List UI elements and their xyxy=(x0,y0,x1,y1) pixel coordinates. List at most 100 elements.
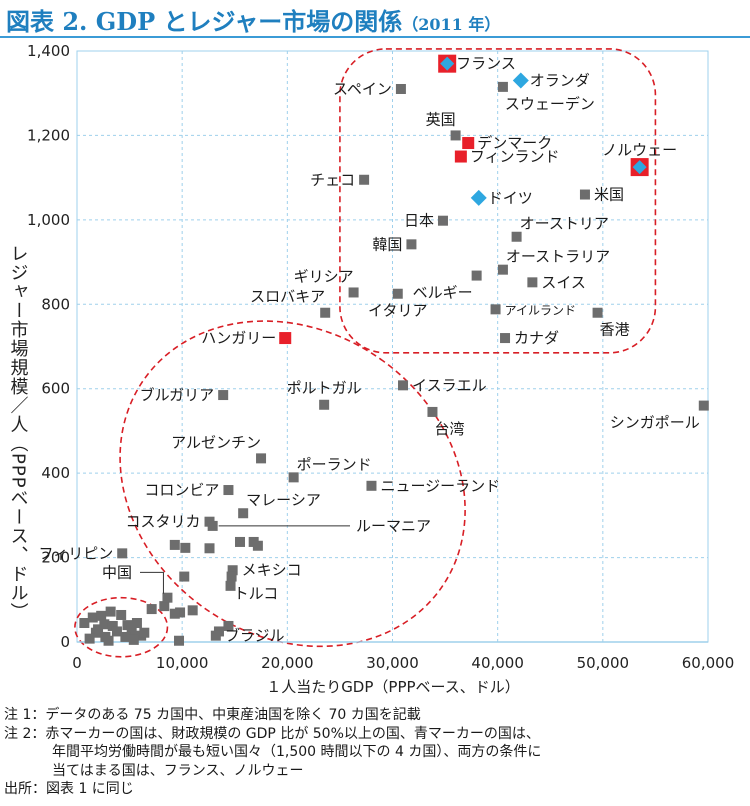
data-point xyxy=(146,604,157,615)
data-point xyxy=(122,620,133,631)
data-point-p30c730f330de30fc30af xyxy=(462,137,475,150)
x-tick-label: 0 xyxy=(72,654,82,672)
title-rule xyxy=(0,36,750,38)
data-point xyxy=(128,634,139,645)
point-label: メキシコ xyxy=(242,561,302,579)
data-point xyxy=(139,627,150,638)
data-point-p65e5672c xyxy=(437,215,448,226)
data-point-p30de30ec30fc30b730a2 xyxy=(238,508,249,519)
data-point xyxy=(169,608,180,619)
data-point-p30e130ad30b730b3 xyxy=(227,565,238,576)
y-tick-label: 0 xyxy=(60,633,70,651)
leader-line xyxy=(140,571,164,594)
point-label: 韓国 xyxy=(372,235,402,253)
point-label: ベルギー xyxy=(413,284,473,302)
data-point-p7c7356fd xyxy=(579,189,590,200)
data-point xyxy=(84,633,95,644)
data-point-p30b330ed30f330d330a2 xyxy=(223,485,234,496)
data-point xyxy=(79,618,90,629)
data-point-p30a230a430eb30e930f330c9 xyxy=(490,304,501,315)
note-line: 当てはまる国は、フランス、ノルウェー xyxy=(52,762,304,779)
point-label: ギリシア xyxy=(294,267,354,285)
data-point-p97d356fd xyxy=(406,239,417,250)
data-point-p30d530a330f330e930f330c9 xyxy=(454,150,467,163)
point-label: ニュージーランド xyxy=(380,477,500,495)
data-point xyxy=(225,580,236,591)
data-point xyxy=(96,610,107,621)
data-point-p99996e2f xyxy=(592,307,603,318)
data-point-p30aa30fc30b930c830e930ea30a2 xyxy=(497,264,508,275)
point-label: コロンビア xyxy=(144,481,219,499)
point-label: スロバキア xyxy=(250,288,325,306)
y-tick-label: 400 xyxy=(41,464,70,482)
y-tick-label: 600 xyxy=(41,380,70,398)
x-tick-label: 30,000 xyxy=(366,654,419,672)
data-point-p82f156fd xyxy=(450,130,461,141)
data-point xyxy=(169,539,180,550)
notes: 注 1：データのある 75 カ国中、中東産油国を除く 70 カ国を記載注 2：赤… xyxy=(4,706,541,799)
data-point xyxy=(103,635,114,646)
data-point-p30eb30fc30de30cb30a2 xyxy=(207,520,218,531)
point-label: ポルトガル xyxy=(287,379,362,397)
data-point-p30c930a430c4 xyxy=(470,189,487,206)
data-point-p30cf30f330ac30ea30fc xyxy=(279,332,292,345)
point-label: スウェーデン xyxy=(505,95,595,113)
data-point-p30c830eb30b3 xyxy=(226,571,237,582)
data-point-p30d630e930b830eb xyxy=(210,630,221,641)
data-point xyxy=(87,612,98,623)
x-tick-label: 50,000 xyxy=(577,654,630,672)
data-point-p30dd30fc30e930f330c9 xyxy=(288,472,299,483)
data-point xyxy=(175,607,186,618)
data-point-p30ab30ca30c0 xyxy=(500,333,511,344)
y-tick-label: 1,400 xyxy=(27,42,70,60)
data-point-p30ae30ea30b730a2 xyxy=(348,287,359,298)
data-point-p30d530e930f330b9-inner xyxy=(440,56,455,71)
point-label: ポーランド xyxy=(297,455,372,473)
x-tick-label: 60,000 xyxy=(682,654,735,672)
x-tick-label: 10,000 xyxy=(156,654,209,672)
point-label: トルコ xyxy=(234,585,279,603)
highlight-region-rect xyxy=(339,48,657,354)
figure-title-main: 図表 2. GDP とレジャー市場の関係 xyxy=(6,7,403,36)
data-point xyxy=(174,635,185,646)
data-point-p30aa30fc30b930c830ea30a2 xyxy=(511,231,522,242)
data-point xyxy=(120,631,131,642)
data-point-p30a430b930e930a830eb xyxy=(398,380,409,391)
point-label: 日本 xyxy=(404,212,434,230)
point-label: イタリア xyxy=(368,302,427,320)
data-point-p30a430bf30ea30a2 xyxy=(392,288,403,299)
data-point xyxy=(116,609,127,620)
data-point xyxy=(180,542,191,553)
data-point xyxy=(235,536,246,547)
x-axis-title: １人当たりGDP（PPPベース、ドル） xyxy=(266,678,520,696)
data-point xyxy=(159,601,170,612)
figure-title: 図表 2. GDP とレジャー市場の関係（2011 年） xyxy=(6,2,500,37)
data-point-p4e2d56fd xyxy=(162,592,173,603)
data-points xyxy=(79,54,709,646)
y-axis-title: レジャー市場規模／人（PPPベース、ドル） xyxy=(8,244,29,622)
note-line: 注 1：データのある 75 カ国中、中東産油国を除く 70 カ国を記載 xyxy=(4,707,421,723)
data-point xyxy=(90,627,101,638)
figure-title-sub: （2011 年） xyxy=(402,15,501,34)
point-label: デンマーク xyxy=(477,134,552,152)
point-label: コスタリカ xyxy=(125,513,200,531)
point-label: スペイン xyxy=(333,80,392,98)
point-label: フィリピン xyxy=(39,544,114,562)
highlight-region-ellipse xyxy=(74,596,169,658)
data-point xyxy=(204,543,215,554)
x-tick-label: 40,000 xyxy=(471,654,524,672)
data-point-p30d530a330ea30d430f3 xyxy=(117,548,128,559)
note-line: 出所：図表 1 に同じ xyxy=(4,781,134,797)
point-label: スイス xyxy=(541,273,586,291)
point-label: ルーマニア xyxy=(356,517,431,535)
y-tick-label: 800 xyxy=(41,295,70,313)
data-point xyxy=(99,619,110,630)
data-point xyxy=(223,620,234,631)
data-point-p30cb30e530fc30b830fc30e930f330c9 xyxy=(366,480,377,491)
note-line: 注 2：赤マーカーの国は、財政規模の GDP 比が 50%以上の国、青マーカーの… xyxy=(4,725,540,742)
point-label: オランダ xyxy=(530,72,590,90)
point-label: チェコ xyxy=(310,171,355,189)
data-point xyxy=(252,540,263,551)
data-point xyxy=(126,625,137,636)
point-label: ブラジル xyxy=(225,627,285,645)
